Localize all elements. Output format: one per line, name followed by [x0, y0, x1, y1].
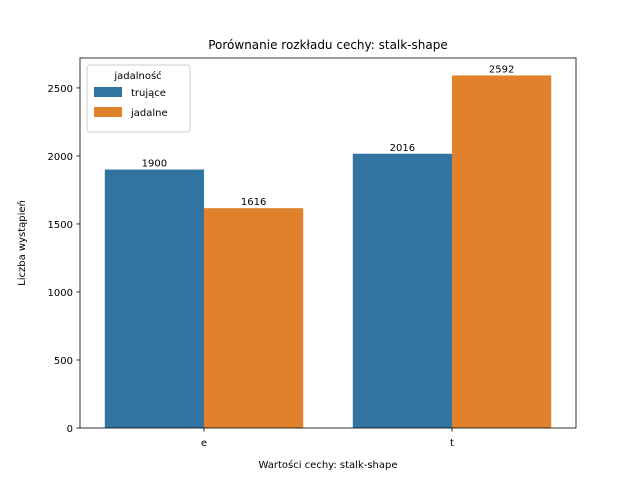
- y-tick-label-2500: 2500: [48, 84, 73, 95]
- data-label-t-trujące: 2016: [390, 143, 415, 154]
- legend-label-jadalne: jadalne: [130, 108, 168, 119]
- x-tick-label-t: t: [450, 438, 454, 449]
- plot-frame: [79, 57, 577, 429]
- legend-items: trujące jadalne: [94, 87, 168, 119]
- x-tick-label-e: e: [201, 438, 207, 449]
- y-tick-label-1500: 1500: [48, 220, 73, 231]
- x-axis-label: Wartości cechy: stalk-shape: [258, 459, 397, 471]
- data-label-e-trujące: 1900: [142, 159, 167, 170]
- y-axis-label: Liczba wystąpień: [16, 200, 28, 286]
- legend-swatch-trujące: [94, 87, 122, 97]
- bar-t-jadalne: [452, 75, 552, 428]
- data-labels-layer: 1900 1616 2016 2592: [142, 64, 515, 208]
- legend-title: jadalność: [113, 70, 161, 82]
- y-tick-label-500: 500: [54, 356, 73, 367]
- data-label-e-jadalne: 1616: [241, 197, 266, 208]
- legend-swatch-jadalne: [94, 107, 122, 117]
- bars-layer: [104, 75, 552, 428]
- y-tick-label-1000: 1000: [48, 288, 73, 299]
- bar-e-jadalne: [204, 208, 304, 428]
- chart-title: Porównanie rozkładu cechy: stalk-shape: [208, 38, 448, 52]
- y-tick-label-0: 0: [67, 424, 73, 435]
- y-axis: 0 500 1000 1500 2000 2500: [48, 84, 80, 435]
- legend: jadalność trujące jadalne: [86, 64, 191, 133]
- legend-label-trujące: trujące: [131, 88, 166, 99]
- data-label-t-jadalne: 2592: [489, 64, 514, 75]
- bar-e-trujące: [104, 169, 204, 428]
- y-tick-label-2000: 2000: [48, 152, 73, 163]
- bar-t-trujące: [352, 153, 452, 428]
